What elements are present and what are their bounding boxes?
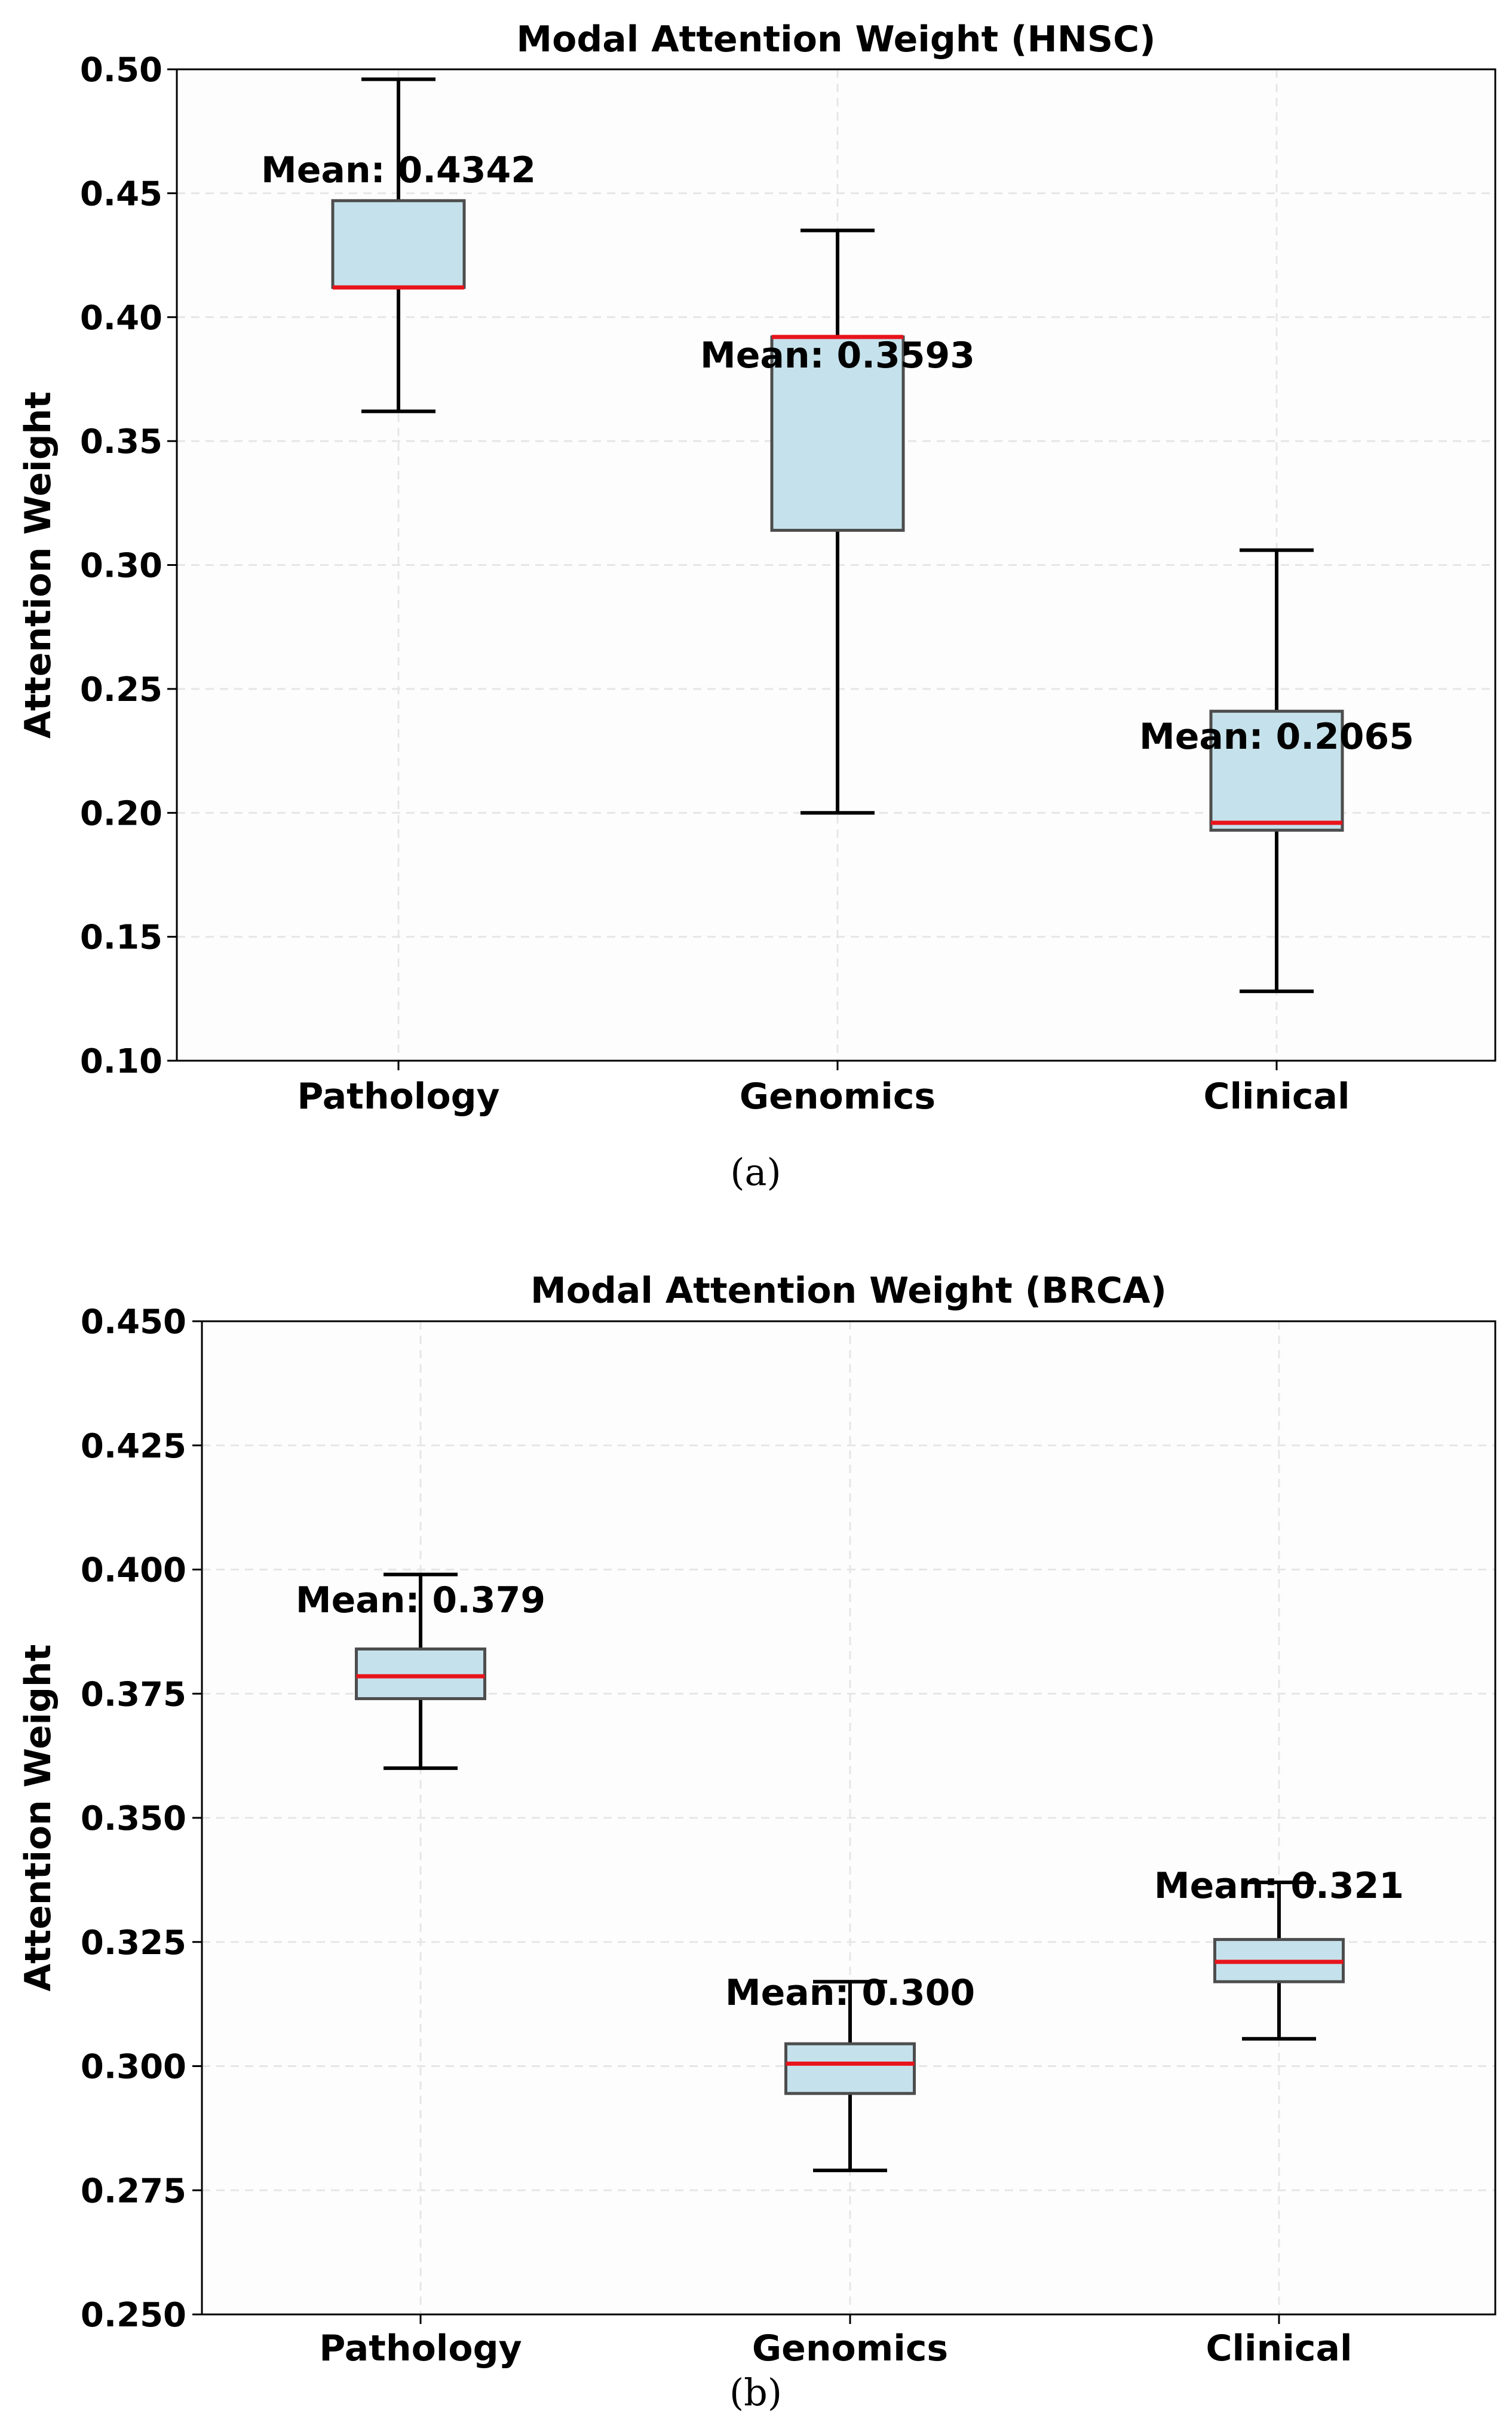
y-axis-label: Attention Weight xyxy=(17,391,59,739)
mean-label: Mean: 0.321 xyxy=(1154,1865,1404,1907)
box-genomics xyxy=(784,2042,916,2095)
mean-label: Mean: 0.2065 xyxy=(1139,716,1414,758)
y-tick-label: 0.20 xyxy=(80,794,162,833)
y-tick-label: 0.300 xyxy=(81,2048,186,2087)
x-category-label: Pathology xyxy=(319,2328,522,2369)
y-tick-label: 0.15 xyxy=(80,918,162,957)
y-tick-label: 0.275 xyxy=(81,2172,186,2210)
subfigure-caption: (a) xyxy=(730,1150,781,1194)
mean-label: Mean: 0.4342 xyxy=(261,149,536,191)
y-tick-label: 0.400 xyxy=(81,1551,186,1590)
x-category-label: Pathology xyxy=(297,1076,499,1117)
chart-title: Modal Attention Weight (HNSC) xyxy=(516,19,1155,60)
y-tick-label: 0.25 xyxy=(80,670,162,709)
y-tick-label: 0.30 xyxy=(80,547,162,586)
box-pathology xyxy=(331,199,466,289)
chart-title: Modal Attention Weight (BRCA) xyxy=(530,1270,1167,1312)
box-genomics xyxy=(770,335,905,532)
chart-hnsc: 0.10 0.15 0.20 0.25 0.30 0.35 0.40 0.45 0.50 Mean… xyxy=(17,19,1496,1194)
mean-label: Mean: 0.300 xyxy=(725,1972,975,2014)
x-category-label: Clinical xyxy=(1206,2328,1352,2369)
y-tick-label: 0.35 xyxy=(80,422,162,461)
y-tick-label: 0.450 xyxy=(81,1303,186,1342)
y-tick-label: 0.50 xyxy=(80,51,162,90)
y-tick-label: 0.10 xyxy=(80,1042,162,1081)
mean-label: Mean: 0.3593 xyxy=(700,335,975,376)
chart-brca: 0.250 0.275 0.300 0.325 0.350 0.375 0.400 0.425… xyxy=(17,1270,1496,2414)
y-tick-label: 0.40 xyxy=(80,299,162,338)
plot-frame xyxy=(201,1320,1496,2316)
y-tick-label: 0.250 xyxy=(81,2296,186,2335)
plot-frame xyxy=(176,68,1496,1062)
x-category-label: Genomics xyxy=(740,1076,936,1117)
subfigure-caption: (b) xyxy=(729,2371,782,2414)
mean-label: Mean: 0.379 xyxy=(296,1579,545,1621)
box-pathology xyxy=(355,1647,486,1701)
y-tick-label: 0.375 xyxy=(81,1675,186,1714)
y-tick-label: 0.325 xyxy=(81,1924,186,1962)
y-axis-label: Attention Weight xyxy=(17,1645,59,1992)
x-category-label: Genomics xyxy=(752,2328,948,2369)
x-category-label: Clinical xyxy=(1203,1076,1350,1117)
y-tick-label: 0.425 xyxy=(81,1427,186,1466)
box-clinical xyxy=(1209,709,1344,832)
y-tick-label: 0.350 xyxy=(81,1799,186,1838)
y-tick-label: 0.45 xyxy=(80,174,162,213)
